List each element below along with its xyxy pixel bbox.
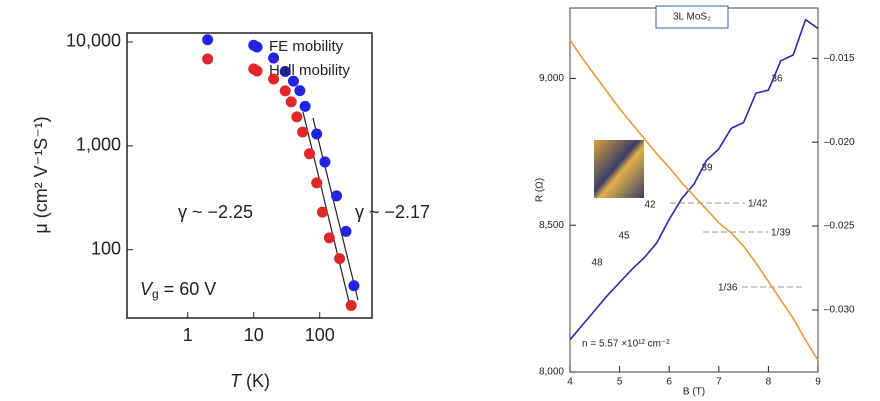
y2-tick-label: –0.015 (824, 53, 855, 64)
data-point (311, 128, 323, 140)
annotation: 1/42 (748, 199, 768, 210)
y-tick-label: 9,000 (539, 73, 564, 84)
x-axis-label: B (T) (683, 387, 705, 398)
x-axis-unit: (K) (246, 371, 270, 391)
x-tick-label: 100 (305, 325, 335, 345)
x-tick-label: 6 (666, 377, 672, 388)
gate-text: = 60 V (164, 279, 217, 299)
chart-title: 3L MoS₂ (673, 12, 711, 23)
legend-label: FE mobility (269, 38, 344, 55)
data-point (323, 232, 335, 244)
data-point (316, 206, 328, 218)
data-line (569, 39, 819, 361)
data-point (319, 156, 331, 168)
data-point (345, 300, 357, 312)
gate-symbol: V (140, 279, 154, 299)
x-axis-label: T (K) (230, 371, 270, 391)
annotation: 36 (771, 74, 783, 85)
y-tick-label: 10,000 (66, 31, 121, 51)
y-tick-label: 8,500 (539, 220, 564, 231)
annotation: 45 (618, 231, 630, 242)
data-point (291, 111, 303, 123)
legend-marker (251, 41, 263, 53)
y-tick-label: 100 (91, 238, 121, 258)
data-point (202, 34, 214, 46)
annotation: 42 (644, 200, 656, 211)
data-point (299, 100, 311, 112)
plot-frame (126, 32, 373, 319)
annotation: n = 5.57 ×10¹² cm⁻² (582, 339, 670, 350)
data-point (285, 96, 297, 108)
x-tick-label: 10 (244, 325, 264, 345)
y-axis-label: μ (cm² V⁻¹S⁻¹) (31, 116, 51, 233)
title-box (655, 5, 729, 29)
y-axis-label: R (Ω) (535, 178, 546, 202)
y2-tick-label: –0.030 (824, 305, 855, 316)
x-tick-label: 4 (567, 377, 573, 388)
data-point (287, 75, 299, 87)
y2-tick-label: –0.025 (824, 221, 855, 232)
y-tick-label: 8,000 (539, 367, 564, 378)
x-tick-label: 1 (183, 325, 193, 345)
annotation: γ ~ −2.17 (355, 202, 430, 222)
x-tick-label: 8 (766, 377, 772, 388)
y2-tick-label: –0.020 (824, 137, 855, 148)
data-point (297, 126, 309, 138)
data-point (311, 177, 323, 189)
data-point (268, 52, 280, 64)
fit-line (312, 117, 359, 301)
data-point (202, 53, 214, 65)
annotation: 39 (701, 163, 713, 174)
x-axis-symbol: T (230, 371, 243, 391)
data-point (331, 190, 343, 202)
annotation: 1/39 (771, 228, 791, 239)
data-point (348, 280, 360, 292)
data-point (279, 85, 291, 97)
data-point (268, 73, 280, 85)
gate-label: Vg = 60 V (140, 279, 216, 301)
data-point (294, 85, 306, 97)
x-tick-label: 9 (815, 377, 821, 388)
gate-subscript: g (152, 287, 159, 301)
annotation: 1/36 (718, 283, 738, 294)
x-tick-label: 5 (617, 377, 623, 388)
data-point (279, 65, 291, 77)
annotation: γ ~ −2.25 (178, 202, 253, 222)
legend-marker (251, 65, 263, 77)
x-tick-label: 7 (716, 377, 722, 388)
data-line (569, 18, 819, 341)
legend-label: Hall mobility (269, 62, 350, 79)
data-point (340, 225, 352, 237)
data-point (303, 148, 315, 160)
annotation: 48 (591, 258, 603, 269)
data-point (334, 253, 346, 265)
inset-image (594, 140, 644, 198)
y-tick-label: 1,000 (76, 135, 121, 155)
